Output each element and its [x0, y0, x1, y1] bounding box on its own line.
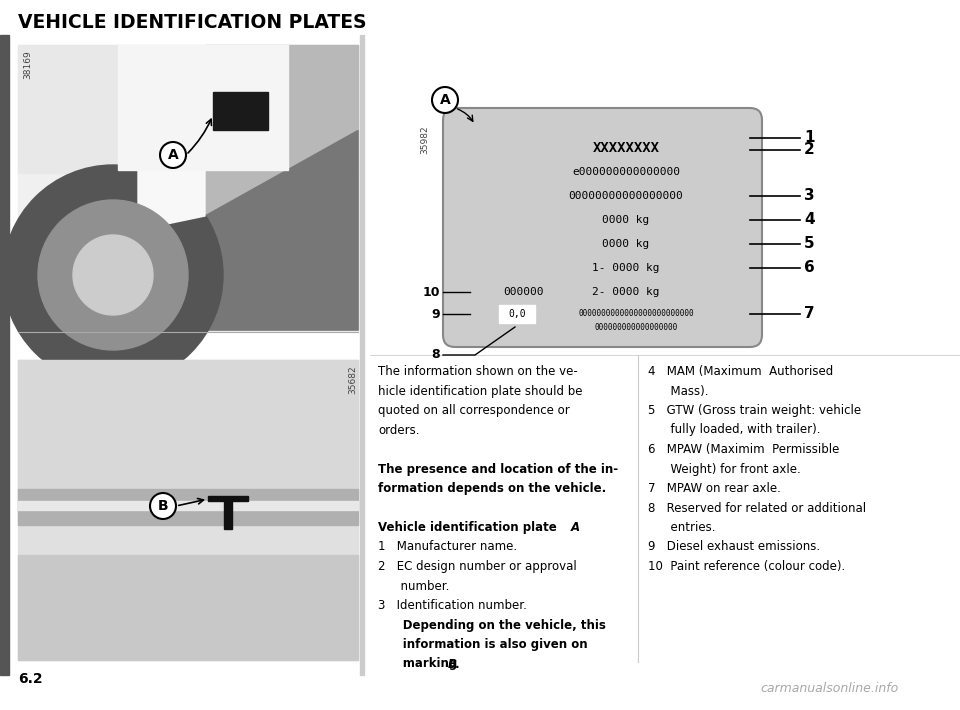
- Bar: [213, 92, 268, 130]
- Circle shape: [150, 493, 176, 519]
- Polygon shape: [138, 45, 205, 230]
- Text: 5: 5: [804, 236, 815, 251]
- FancyBboxPatch shape: [443, 108, 762, 347]
- Circle shape: [38, 200, 188, 350]
- Bar: [205, 45, 358, 330]
- Text: 3   Identification number.: 3 Identification number.: [378, 599, 527, 612]
- Text: 6: 6: [804, 261, 815, 275]
- Text: entries.: entries.: [648, 521, 715, 534]
- Text: 0000 kg: 0000 kg: [603, 239, 650, 249]
- Bar: [18, 555, 358, 660]
- Text: number.: number.: [378, 579, 449, 593]
- Text: 8   Reserved for related or additional: 8 Reserved for related or additional: [648, 501, 866, 515]
- Text: 0000 kg: 0000 kg: [603, 215, 650, 225]
- Text: Mass).: Mass).: [648, 385, 708, 398]
- Text: 1- 0000 kg: 1- 0000 kg: [592, 263, 660, 273]
- Bar: [224, 499, 232, 529]
- Text: 35682: 35682: [348, 365, 357, 393]
- Polygon shape: [205, 131, 358, 330]
- Bar: [360, 35, 364, 675]
- Text: VEHICLE IDENTIFICATION PLATES: VEHICLE IDENTIFICATION PLATES: [18, 13, 367, 32]
- Text: marking: marking: [378, 657, 462, 670]
- Text: information is also given on: information is also given on: [378, 638, 588, 651]
- Text: 9   Diesel exhaust emissions.: 9 Diesel exhaust emissions.: [648, 540, 820, 554]
- Text: 6.2: 6.2: [18, 672, 42, 686]
- Text: .: .: [455, 657, 460, 670]
- Circle shape: [160, 142, 186, 168]
- Text: formation depends on the vehicle.: formation depends on the vehicle.: [378, 482, 607, 495]
- Text: 000000: 000000: [503, 287, 543, 297]
- Text: 8: 8: [431, 349, 440, 361]
- Bar: [18, 489, 358, 525]
- Text: 2: 2: [804, 143, 815, 158]
- Bar: [0, 35, 9, 675]
- Text: A: A: [168, 148, 179, 162]
- Text: fully loaded, with trailer).: fully loaded, with trailer).: [648, 423, 821, 437]
- Bar: [208, 496, 248, 501]
- Text: 38169: 38169: [23, 50, 33, 79]
- Bar: [18, 360, 358, 510]
- Circle shape: [3, 165, 223, 385]
- Text: Weight) for front axle.: Weight) for front axle.: [648, 462, 801, 476]
- Text: 4   MAM (Maximum  Authorised: 4 MAM (Maximum Authorised: [648, 365, 833, 378]
- Bar: [18, 45, 358, 173]
- Text: 4: 4: [804, 212, 815, 227]
- Text: A: A: [440, 93, 450, 107]
- Bar: [18, 501, 358, 510]
- Text: B: B: [448, 657, 457, 670]
- Circle shape: [73, 235, 153, 315]
- Text: The information shown on the ve-: The information shown on the ve-: [378, 365, 578, 378]
- Text: 00000000000000000: 00000000000000000: [568, 191, 684, 201]
- Bar: [499, 305, 535, 323]
- Text: 10  Paint reference (colour code).: 10 Paint reference (colour code).: [648, 560, 845, 573]
- Text: The presence and location of the in-: The presence and location of the in-: [378, 462, 618, 476]
- Text: XXXXXXXX: XXXXXXXX: [592, 141, 660, 155]
- Text: hicle identification plate should be: hicle identification plate should be: [378, 385, 583, 398]
- Text: 3: 3: [804, 188, 815, 204]
- Text: 1: 1: [804, 131, 814, 146]
- Text: 10: 10: [422, 285, 440, 298]
- Text: 0,0: 0,0: [508, 309, 526, 319]
- Text: 7: 7: [804, 307, 815, 322]
- Text: e000000000000000: e000000000000000: [572, 167, 680, 177]
- Text: Depending on the vehicle, this: Depending on the vehicle, this: [378, 618, 606, 631]
- Text: A: A: [571, 521, 580, 534]
- Text: 2   EC design number or approval: 2 EC design number or approval: [378, 560, 577, 573]
- Text: B: B: [157, 499, 168, 513]
- Bar: [118, 45, 288, 170]
- Text: 9: 9: [431, 307, 440, 320]
- Bar: [18, 360, 358, 660]
- Circle shape: [432, 87, 458, 113]
- Text: 35982: 35982: [420, 125, 429, 153]
- Text: carmanualsonline.info: carmanualsonline.info: [760, 682, 899, 695]
- Text: 6   MPAW (Maximim  Permissible: 6 MPAW (Maximim Permissible: [648, 443, 839, 456]
- Text: 1   Manufacturer name.: 1 Manufacturer name.: [378, 540, 517, 554]
- Text: 7   MPAW on rear axle.: 7 MPAW on rear axle.: [648, 482, 780, 495]
- Text: Vehicle identification plate: Vehicle identification plate: [378, 521, 561, 534]
- Text: 5   GTW (Gross train weight: vehicle: 5 GTW (Gross train weight: vehicle: [648, 404, 861, 417]
- Text: orders.: orders.: [378, 423, 420, 437]
- Bar: [18, 45, 358, 330]
- Text: quoted on all correspondence or: quoted on all correspondence or: [378, 404, 569, 417]
- Text: 2- 0000 kg: 2- 0000 kg: [592, 287, 660, 297]
- Text: 0000000000000000000000000: 0000000000000000000000000: [578, 310, 694, 319]
- Text: 000000000000000000: 000000000000000000: [594, 322, 678, 332]
